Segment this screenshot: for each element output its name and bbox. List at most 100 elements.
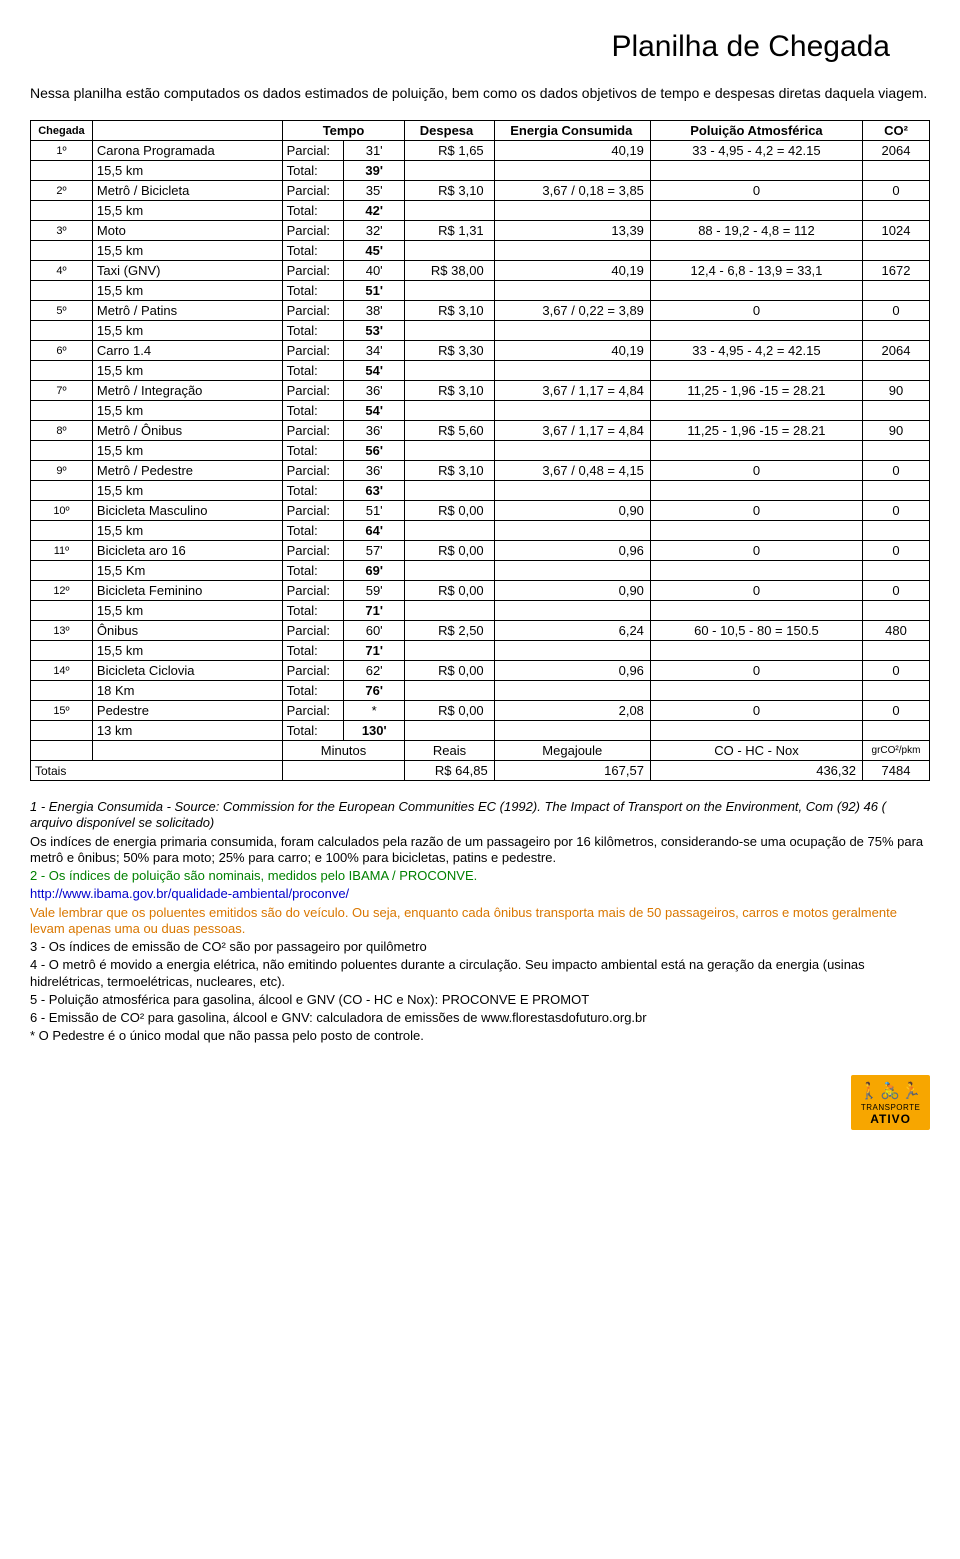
table-row: 8ºMetrô / ÔnibusParcial:36'R$ 5,603,67 /… <box>31 421 930 441</box>
parcial-label: Parcial: <box>282 701 343 721</box>
despesa-cell: R$ 0,00 <box>405 501 494 521</box>
total-time: 42' <box>344 201 405 221</box>
note-2-url: http://www.ibama.gov.br/qualidade-ambien… <box>30 886 930 902</box>
total-label: Total: <box>282 641 343 661</box>
th-chegada: Chegada <box>31 121 93 141</box>
empty-cell <box>31 521 93 541</box>
despesa-cell: R$ 3,10 <box>405 301 494 321</box>
total-energy: 167,57 <box>494 761 650 781</box>
total-time: 54' <box>344 401 405 421</box>
total-label: Total: <box>282 481 343 501</box>
mode-cell: Pedestre <box>92 701 282 721</box>
table-row: 15,5 kmTotal:53' <box>31 321 930 341</box>
total-time: 71' <box>344 601 405 621</box>
footnotes: 1 - Energia Consumida - Source: Commissi… <box>30 799 930 1045</box>
energy-cell: 0,90 <box>494 581 650 601</box>
pollution-cell: 0 <box>650 501 862 521</box>
empty-cell <box>650 401 862 421</box>
mode-cell: Moto <box>92 221 282 241</box>
mode-cell: Bicicleta Masculino <box>92 501 282 521</box>
empty-cell <box>405 401 494 421</box>
th-poluicao: Poluição Atmosférica <box>650 121 862 141</box>
table-row: 15,5 kmTotal:54' <box>31 401 930 421</box>
empty-cell <box>405 441 494 461</box>
total-pollution: 436,32 <box>650 761 862 781</box>
note-1a: 1 - Energia Consumida - Source: Commissi… <box>30 799 886 830</box>
mode-cell: Carro 1.4 <box>92 341 282 361</box>
table-row: 15,5 kmTotal:56' <box>31 441 930 461</box>
logo: 🚶🚴🏃 TRANSPORTE ATIVO <box>851 1075 930 1130</box>
energy-cell: 3,67 / 0,48 = 4,15 <box>494 461 650 481</box>
total-time: 69' <box>344 561 405 581</box>
empty-cell <box>862 601 929 621</box>
energy-cell: 0,96 <box>494 661 650 681</box>
th-despesa: Despesa <box>405 121 494 141</box>
empty-cell <box>31 281 93 301</box>
co2-cell: 0 <box>862 461 929 481</box>
table-row: 11ºBicicleta aro 16Parcial:57'R$ 0,000,9… <box>31 541 930 561</box>
empty-cell <box>405 521 494 541</box>
parcial-label: Parcial: <box>282 141 343 161</box>
empty-cell <box>31 401 93 421</box>
empty-cell <box>650 361 862 381</box>
total-label: Total: <box>282 441 343 461</box>
rank-cell: 12º <box>31 581 93 601</box>
intro-text: Nessa planilha estão computados os dados… <box>30 84 930 102</box>
rank-cell: 6º <box>31 341 93 361</box>
table-row: 13 kmTotal:130' <box>31 721 930 741</box>
empty-cell <box>31 161 93 181</box>
pollution-cell: 0 <box>650 541 862 561</box>
empty-cell <box>862 721 929 741</box>
energy-cell: 0,90 <box>494 501 650 521</box>
empty-cell <box>31 201 93 221</box>
table-row: 2ºMetrô / BicicletaParcial:35'R$ 3,103,6… <box>31 181 930 201</box>
totals-row: TotaisR$ 64,85167,57436,327484 <box>31 761 930 781</box>
total-label: Total: <box>282 321 343 341</box>
total-time: 76' <box>344 681 405 701</box>
empty-cell <box>31 641 93 661</box>
empty-cell <box>405 161 494 181</box>
despesa-cell: R$ 3,10 <box>405 381 494 401</box>
empty-cell <box>862 481 929 501</box>
table-row: 5ºMetrô / PatinsParcial:38'R$ 3,103,67 /… <box>31 301 930 321</box>
rank-cell: 10º <box>31 501 93 521</box>
total-label: Total: <box>282 201 343 221</box>
mode-cell: Carona Programada <box>92 141 282 161</box>
table-row: 15,5 kmTotal:71' <box>31 641 930 661</box>
empty-cell <box>405 481 494 501</box>
table-row: 18 KmTotal:76' <box>31 681 930 701</box>
empty-cell <box>494 681 650 701</box>
empty-cell <box>862 681 929 701</box>
table-row: 1ºCarona ProgramadaParcial:31'R$ 1,6540,… <box>31 141 930 161</box>
mode-cell: Metrô / Ônibus <box>92 421 282 441</box>
empty-cell <box>405 361 494 381</box>
empty-cell <box>494 561 650 581</box>
distance-cell: 15,5 Km <box>92 561 282 581</box>
table-row: 15,5 kmTotal:42' <box>31 201 930 221</box>
parcial-time: 31' <box>344 141 405 161</box>
parcial-label: Parcial: <box>282 541 343 561</box>
rank-cell: 11º <box>31 541 93 561</box>
mode-cell: Taxi (GNV) <box>92 261 282 281</box>
total-time: 53' <box>344 321 405 341</box>
rank-cell: 5º <box>31 301 93 321</box>
parcial-label: Parcial: <box>282 181 343 201</box>
mode-cell: Ônibus <box>92 621 282 641</box>
th-tempo: Tempo <box>282 121 405 141</box>
despesa-cell: R$ 1,31 <box>405 221 494 241</box>
empty-cell <box>650 281 862 301</box>
total-time: 56' <box>344 441 405 461</box>
despesa-cell: R$ 3,10 <box>405 181 494 201</box>
despesa-cell: R$ 1,65 <box>405 141 494 161</box>
table-row: 15,5 kmTotal:39' <box>31 161 930 181</box>
rank-cell: 7º <box>31 381 93 401</box>
empty-cell <box>494 161 650 181</box>
table-row: 15,5 kmTotal:71' <box>31 601 930 621</box>
empty-cell <box>650 161 862 181</box>
empty-cell <box>405 241 494 261</box>
pollution-cell: 0 <box>650 461 862 481</box>
total-label: Total: <box>282 161 343 181</box>
pollution-cell: 33 - 4,95 - 4,2 = 42.15 <box>650 141 862 161</box>
energy-cell: 3,67 / 1,17 = 4,84 <box>494 421 650 441</box>
energy-cell: 40,19 <box>494 341 650 361</box>
